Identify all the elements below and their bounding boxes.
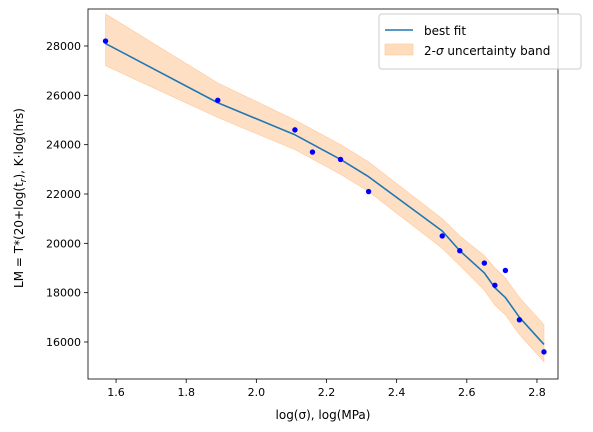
data-point bbox=[310, 149, 315, 154]
x-tick-label: 1.6 bbox=[107, 386, 125, 399]
legend-frame bbox=[379, 14, 581, 69]
y-axis-label-part: LM = T*(20+log(t bbox=[12, 182, 26, 288]
data-point bbox=[292, 127, 297, 132]
legend-label-band-part: uncertainty band bbox=[444, 44, 551, 58]
x-tick-label: 2.2 bbox=[318, 386, 336, 399]
data-point bbox=[517, 317, 522, 322]
data-point bbox=[215, 98, 220, 103]
legend-label-band-part: 2- bbox=[424, 44, 436, 58]
legend-band-swatch bbox=[385, 44, 413, 55]
data-point bbox=[338, 157, 343, 162]
legend-label-band: 2-σ uncertainty band bbox=[424, 44, 550, 58]
x-tick-label: 2.0 bbox=[248, 386, 266, 399]
data-point bbox=[482, 260, 487, 265]
data-point bbox=[492, 283, 497, 288]
y-tick-label: 20000 bbox=[46, 237, 81, 250]
x-tick-label: 2.4 bbox=[388, 386, 406, 399]
x-tick-label: 2.8 bbox=[528, 386, 546, 399]
data-point bbox=[366, 189, 371, 194]
data-point bbox=[440, 233, 445, 238]
legend-label-best-fit: best fit bbox=[424, 24, 466, 38]
y-tick-label: 22000 bbox=[46, 188, 81, 201]
x-axis-label: log(σ), log(MPa) bbox=[276, 408, 371, 422]
x-tick-label: 2.6 bbox=[458, 386, 476, 399]
data-point bbox=[103, 38, 108, 43]
y-tick-label: 24000 bbox=[46, 139, 81, 152]
data-point bbox=[541, 349, 546, 354]
data-point bbox=[457, 248, 462, 253]
y-tick-label: 26000 bbox=[46, 89, 81, 102]
y-axis-label-part: ), K·log(hrs) bbox=[12, 108, 26, 178]
y-tick-label: 16000 bbox=[46, 336, 81, 349]
x-tick-label: 1.8 bbox=[177, 386, 195, 399]
data-point bbox=[503, 268, 508, 273]
y-tick-label: 28000 bbox=[46, 40, 81, 53]
y-tick-label: 18000 bbox=[46, 287, 81, 300]
legend: best fit 2-σ uncertainty band bbox=[379, 14, 581, 69]
